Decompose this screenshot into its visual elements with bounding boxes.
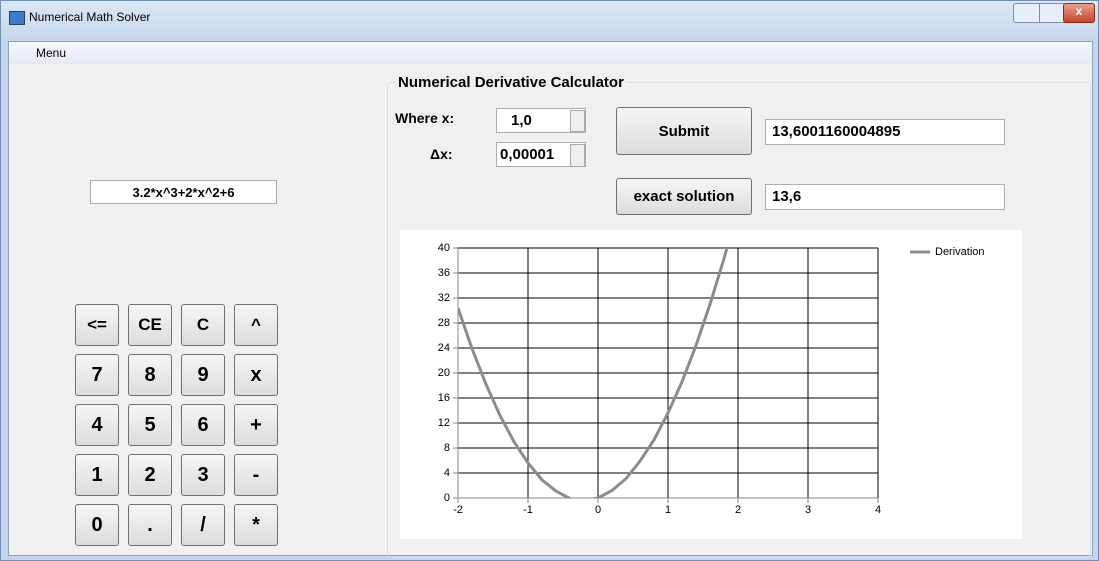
group-title: Numerical Derivative Calculator [395,74,627,91]
window-title: Numerical Math Solver [29,10,151,24]
x-tick-label: 4 [875,504,881,516]
legend-label: Derivation [935,246,985,258]
spinner[interactable] [570,110,585,132]
x-tick-label: -2 [453,504,463,516]
x-tick-label: 0 [595,504,601,516]
chart-background [400,230,1022,539]
maximize-button[interactable] [1039,3,1065,23]
x-tick-label: 3 [805,504,811,516]
minimize-button[interactable] [1013,3,1041,23]
x-tick-label: -1 [523,504,533,516]
y-tick-label: 24 [438,342,450,354]
keypad-button[interactable]: 4 [75,404,119,446]
keypad-button[interactable]: - [234,454,278,496]
menu-bar: Menu [9,42,1092,64]
keypad-button[interactable]: . [128,504,172,546]
result-output: 13,6001160004895 [765,119,1005,145]
y-tick-label: 20 [438,367,450,379]
close-button[interactable]: x [1063,3,1095,23]
keypad-button[interactable]: 1 [75,454,119,496]
submit-button[interactable]: Submit [616,107,752,155]
y-tick-label: 36 [438,267,450,279]
keypad-button[interactable]: 0 [75,504,119,546]
keypad-button[interactable]: 6 [181,404,225,446]
spinner[interactable] [570,144,585,167]
keypad-button[interactable]: / [181,504,225,546]
y-tick-label: 8 [444,442,450,454]
exact-button[interactable]: exact solution [616,178,752,215]
keypad-button[interactable]: + [234,404,278,446]
y-tick-label: 16 [438,392,450,404]
where-x-label: Where x: [395,110,455,126]
expression-input[interactable]: 3.2*x^3+2*x^2+6 [90,180,277,204]
data-line [458,248,729,498]
y-tick-label: 12 [438,417,450,429]
x-tick-label: 2 [735,504,741,516]
app-icon [9,11,25,25]
y-tick-label: 32 [438,292,450,304]
keypad-button[interactable]: C [181,304,225,346]
keypad-button[interactable]: CE [128,304,172,346]
y-tick-label: 40 [438,242,450,254]
keypad-button[interactable]: 3 [181,454,225,496]
y-tick-label: 28 [438,317,450,329]
keypad-button[interactable]: 2 [128,454,172,496]
keypad-button[interactable]: <= [75,304,119,346]
keypad-button[interactable]: ^ [234,304,278,346]
y-tick-label: 0 [444,492,450,504]
menu-item[interactable]: Menu [36,46,67,60]
y-tick-label: 4 [444,467,450,479]
keypad-button[interactable]: 7 [75,354,119,396]
keypad-button[interactable]: * [234,504,278,546]
keypad-button[interactable]: 9 [181,354,225,396]
client-area: Menu 3.2*x^3+2*x^2+6 <= CE C ^ 7 8 9 x 4 5 6 +1 2 3-0… [8,41,1093,558]
group-box [387,82,1091,558]
dx-label: Δx: [430,146,453,162]
exact-output: 13,6 [765,184,1005,210]
x-tick-label: 1 [665,504,671,516]
keypad-button[interactable]: 8 [128,354,172,396]
keypad-button[interactable]: 5 [128,404,172,446]
keypad-button[interactable]: x [234,354,278,396]
